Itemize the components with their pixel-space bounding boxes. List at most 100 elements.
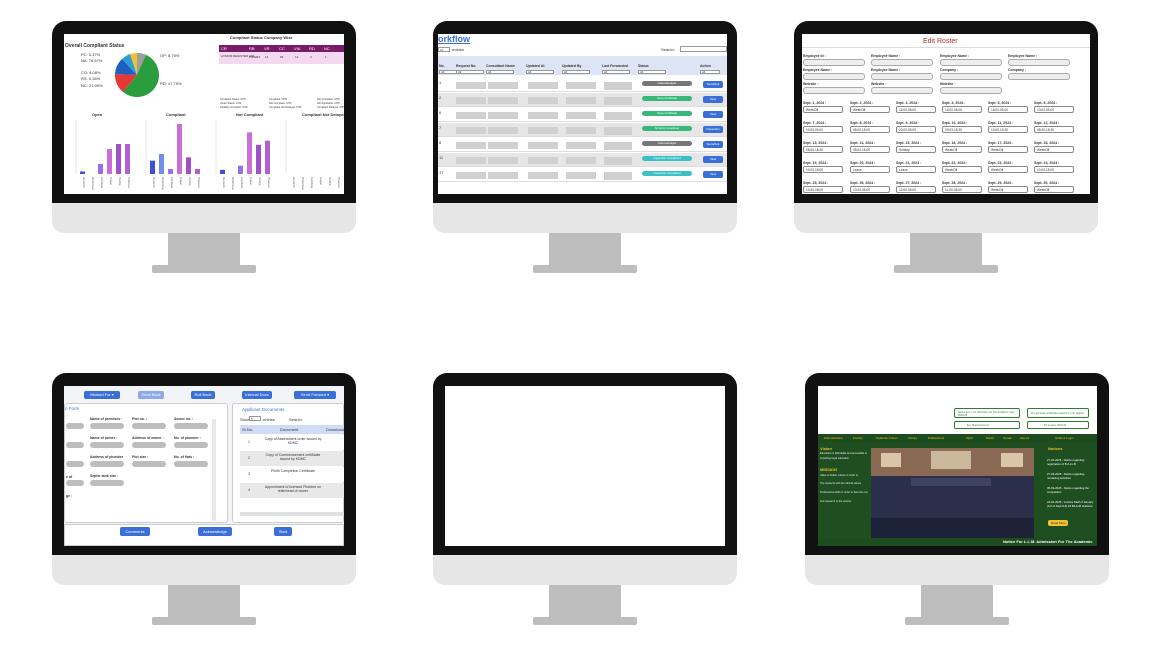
form-field[interactable] bbox=[174, 423, 208, 429]
shift-field[interactable]: 08:30-18:30 bbox=[1034, 126, 1074, 133]
shift-field[interactable]: WeekOff bbox=[988, 186, 1028, 193]
shift-field[interactable]: 09:53-18:30 bbox=[942, 126, 982, 133]
form-field[interactable] bbox=[66, 442, 84, 448]
employee-field[interactable] bbox=[940, 59, 1002, 66]
form-field[interactable] bbox=[132, 461, 166, 467]
shift-field[interactable]: Holiday bbox=[896, 146, 936, 153]
shift-field[interactable]: 08:00-18:30 bbox=[803, 146, 843, 153]
column-filter[interactable]: All bbox=[602, 70, 630, 74]
send-back-button[interactable]: Send Back bbox=[138, 391, 164, 399]
column-filter[interactable]: All bbox=[526, 70, 554, 74]
form-field[interactable] bbox=[66, 480, 84, 486]
nav-item[interactable]: Library bbox=[908, 436, 918, 440]
action-button[interactable]: Send/Ack bbox=[703, 81, 723, 88]
form-scrollbar[interactable] bbox=[212, 419, 216, 521]
shift-field[interactable]: 11:00-05:00 bbox=[942, 186, 982, 193]
shift-field[interactable]: 15:00-05:00 bbox=[988, 106, 1028, 113]
action-button[interactable]: View bbox=[703, 111, 723, 118]
shift-field[interactable]: Leave bbox=[850, 166, 890, 173]
search-input[interactable] bbox=[680, 46, 727, 52]
marked-for-button[interactable]: Marked For ▾ bbox=[84, 391, 120, 399]
notice-link[interactable]: Notice for L.L.M. Admission for The Acad… bbox=[954, 408, 1020, 418]
send-forward-button[interactable]: Send Forward ▾ bbox=[294, 391, 336, 399]
nav-item[interactable]: Publications bbox=[928, 436, 945, 440]
shift-field[interactable]: 10:00-05:00 bbox=[850, 186, 890, 193]
shift-field[interactable]: Leave bbox=[896, 166, 936, 173]
internal-docs-button[interactable]: Internal Docs bbox=[242, 391, 272, 399]
start-button[interactable]: Start bbox=[274, 527, 292, 536]
notice-item[interactable]: 27-03-2025 - Notice regarding remaining … bbox=[1047, 472, 1085, 480]
action-button[interactable]: Inspection bbox=[703, 126, 723, 133]
employee-field[interactable] bbox=[871, 87, 933, 94]
column-filter[interactable]: All bbox=[700, 70, 720, 74]
nav-item[interactable]: IQAC bbox=[966, 436, 974, 440]
shift-field[interactable]: 15:00-05:00 bbox=[942, 106, 982, 113]
notice-item[interactable]: 24-02-2025 - Lecture Staff of January (1… bbox=[1047, 500, 1094, 508]
nav-item[interactable]: Student Login bbox=[1055, 436, 1074, 440]
shift-field[interactable]: 10:00-05:00 bbox=[1034, 106, 1074, 113]
form-field[interactable] bbox=[132, 423, 166, 429]
nav-item[interactable]: NAAC bbox=[986, 436, 995, 440]
read-more-button[interactable]: Read More bbox=[1048, 520, 1068, 526]
form-field[interactable] bbox=[174, 442, 208, 448]
nav-item[interactable]: Administration bbox=[824, 436, 844, 440]
documents-scrollbar[interactable] bbox=[240, 512, 344, 516]
column-filter[interactable]: All bbox=[486, 70, 514, 74]
entries-select[interactable]: 5 bbox=[249, 416, 261, 421]
nav-item[interactable]: Faculty bbox=[853, 436, 863, 440]
form-field[interactable] bbox=[90, 423, 124, 429]
employee-field[interactable] bbox=[803, 59, 865, 66]
shift-field[interactable]: 10:00-15:30 bbox=[988, 126, 1028, 133]
employee-field[interactable] bbox=[1008, 73, 1070, 80]
nav-item[interactable]: Alumni bbox=[1020, 436, 1030, 440]
action-button[interactable]: View bbox=[703, 171, 723, 178]
shift-field[interactable]: WeekOff bbox=[988, 146, 1028, 153]
form-field[interactable] bbox=[90, 480, 124, 486]
employee-field[interactable] bbox=[940, 73, 1002, 80]
shift-field[interactable]: WeekOff bbox=[1034, 146, 1074, 153]
shift-field[interactable]: WeekOff bbox=[988, 166, 1028, 173]
acknowledge-button[interactable]: Acknowledge bbox=[198, 527, 232, 536]
shift-field[interactable]: WeekOff bbox=[803, 106, 843, 113]
form-field[interactable] bbox=[66, 461, 84, 467]
nav-item[interactable]: Students Corner bbox=[876, 436, 898, 440]
employee-field[interactable] bbox=[803, 73, 865, 80]
shift-field[interactable]: 08:00-18:00 bbox=[850, 146, 890, 153]
shift-field[interactable]: 08:00-18:00 bbox=[850, 126, 890, 133]
shift-field[interactable]: 15:00-05:00 bbox=[896, 106, 936, 113]
employee-field[interactable] bbox=[940, 87, 1002, 94]
column-filter[interactable]: All bbox=[562, 70, 590, 74]
employee-field[interactable] bbox=[803, 87, 865, 94]
column-filter[interactable]: All bbox=[456, 70, 484, 74]
shift-field[interactable]: 10:00-18:00 bbox=[803, 166, 843, 173]
form-field[interactable] bbox=[174, 461, 208, 467]
shift-field[interactable]: 10:00-05:00 bbox=[896, 186, 936, 193]
nav-item[interactable]: Tender bbox=[1003, 436, 1013, 440]
employee-field[interactable] bbox=[1008, 59, 1070, 66]
form-field[interactable] bbox=[90, 442, 124, 448]
shift-field[interactable]: WeekOff bbox=[942, 166, 982, 173]
employee-field[interactable] bbox=[871, 73, 933, 80]
shift-field[interactable]: WeekOff bbox=[1034, 186, 1074, 193]
form-field[interactable] bbox=[90, 461, 124, 467]
notice-link[interactable]: Ext. Placement Cell bbox=[954, 421, 1020, 429]
action-button[interactable]: View bbox=[703, 96, 723, 103]
notice-item[interactable]: 05-03-2025 - Notice regarding the compet… bbox=[1047, 486, 1089, 494]
notice-link[interactable]: Pre-generate certificate issued of L.L.M… bbox=[1027, 408, 1089, 418]
shift-field[interactable]: 10:00-18:00 bbox=[1034, 166, 1074, 173]
form-field[interactable] bbox=[66, 423, 84, 429]
entries-select[interactable]: 10 bbox=[438, 47, 450, 52]
roll-back-button[interactable]: Roll Back bbox=[191, 391, 215, 399]
action-button[interactable]: Send/Ack bbox=[703, 141, 723, 148]
shift-field[interactable]: WeekOff bbox=[850, 106, 890, 113]
form-field[interactable] bbox=[132, 442, 166, 448]
notice-link[interactable]: EV Lecture 2023-24 bbox=[1027, 421, 1089, 429]
shift-field[interactable]: 10:00-05:00 bbox=[803, 126, 843, 133]
action-button[interactable]: View bbox=[703, 156, 723, 163]
column-filter[interactable]: All bbox=[638, 70, 666, 74]
shift-field[interactable]: 20:00-05:00 bbox=[896, 126, 936, 133]
shift-field[interactable]: 10:00-05:00 bbox=[803, 186, 843, 193]
employee-field[interactable] bbox=[871, 59, 933, 66]
shift-field[interactable]: WeekOff bbox=[942, 146, 982, 153]
comments-button[interactable]: Comments bbox=[120, 527, 150, 536]
